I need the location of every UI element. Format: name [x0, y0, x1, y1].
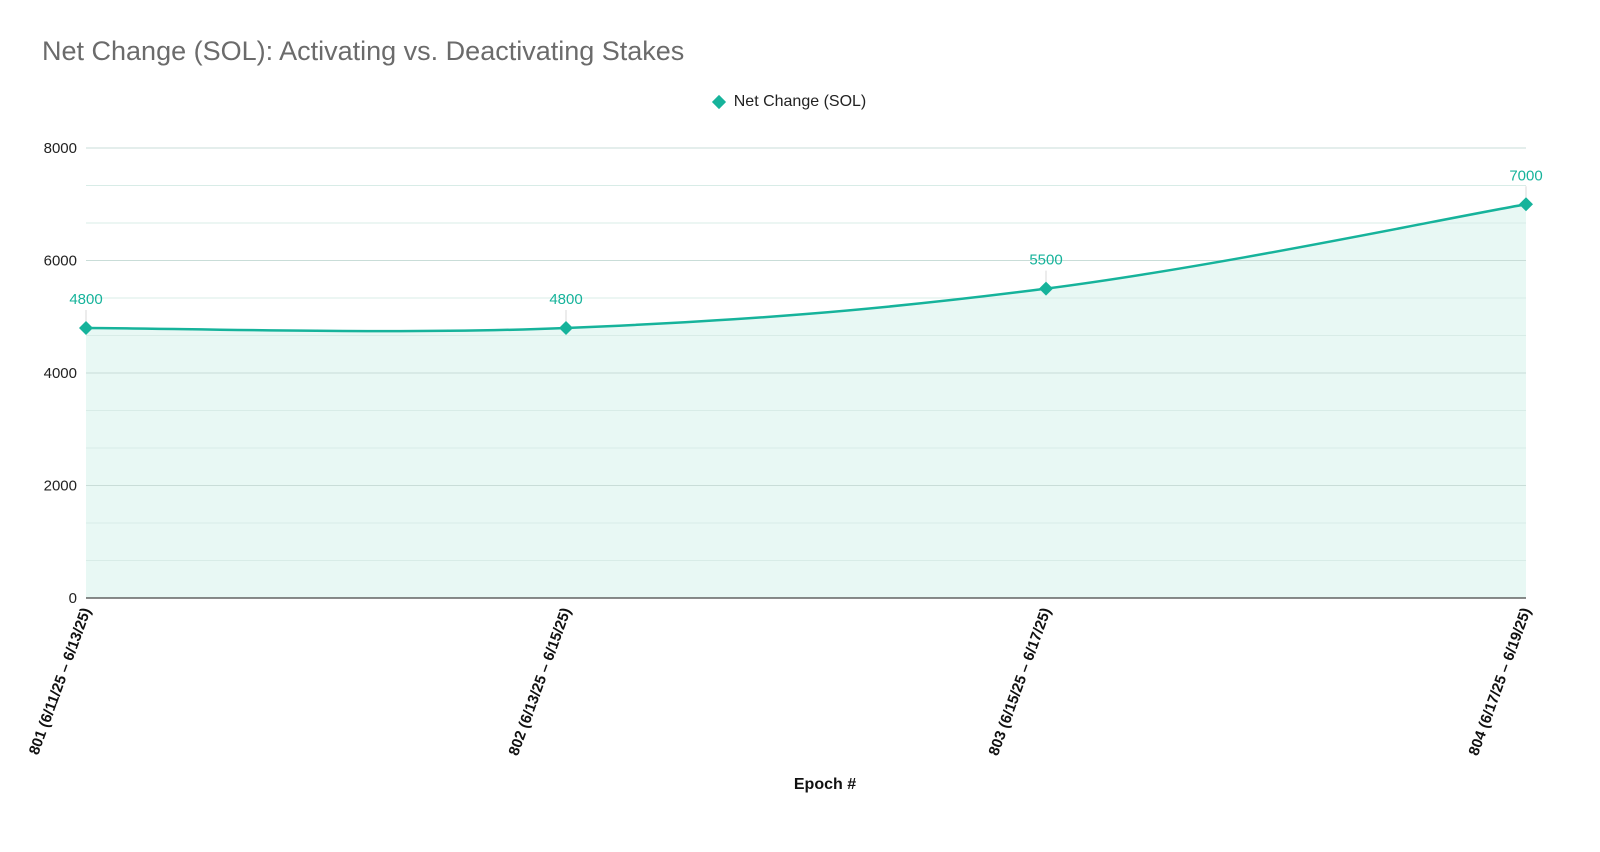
x-tick-label: 801 (6/11/25 – 6/13/25) — [26, 606, 95, 758]
data-point-marker — [1519, 197, 1533, 212]
area-fill — [86, 204, 1526, 598]
legend-item[interactable]: Net Change (SOL) — [711, 93, 867, 111]
data-label: 5500 — [1029, 252, 1062, 269]
legend: Net Change (SOL) — [0, 93, 1600, 111]
x-tick-label: 802 (6/13/25 – 6/15/25) — [505, 606, 574, 758]
legend-label: Net Change (SOL) — [733, 93, 867, 110]
series-line — [85, 203, 1527, 333]
data-point-marker — [559, 321, 573, 335]
chart-title: Net Change (SOL): Activating vs. Deactiv… — [42, 36, 685, 66]
data-point-marker — [1039, 281, 1053, 296]
data-label: 4800 — [69, 291, 102, 308]
data-label: 7000 — [1509, 167, 1542, 184]
y-tick-label: 4000 — [44, 365, 77, 382]
y-tick-label: 2000 — [44, 478, 77, 495]
data-label: 4800 — [549, 291, 582, 308]
x-tick-label: 803 (6/15/25 – 6/17/25) — [985, 606, 1054, 758]
data-point-marker — [79, 321, 93, 335]
y-tick-label: 0 — [69, 590, 77, 607]
x-tick-label: 804 (6/17/25 – 6/19/25) — [1465, 606, 1534, 758]
y-tick-label: 8000 — [44, 140, 77, 157]
y-tick-label: 6000 — [44, 253, 77, 270]
x-axis-title: Epoch # — [793, 776, 857, 793]
